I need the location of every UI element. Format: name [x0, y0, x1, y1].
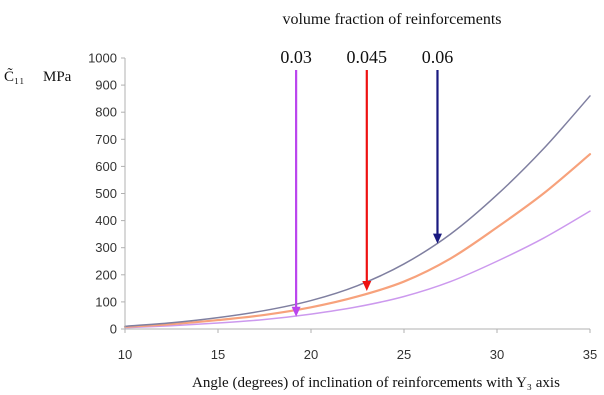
x-axis-label: Angle (degrees) of inclination of reinfo… — [192, 375, 560, 391]
y-tick-label: 700 — [95, 132, 117, 147]
arrow-label: 0.03 — [280, 47, 312, 67]
x-tick-label: 15 — [211, 347, 225, 362]
y-tick-label: 400 — [95, 213, 117, 228]
arrow-head — [362, 281, 372, 292]
y-tick-label: 1000 — [88, 51, 117, 66]
y-axis-label: C̃₁₁ MPa — [4, 68, 72, 85]
series-line-0-045 — [123, 153, 592, 328]
axes: 0 100 200 300 400 500 600 700 800 900 1000 10 15 20 25… — [88, 51, 597, 363]
series-layer — [123, 95, 592, 329]
y-tick-label: 600 — [95, 159, 117, 174]
arrow-0-06: 0.06 — [422, 47, 454, 244]
y-tick-label: 100 — [95, 294, 117, 309]
x-tick-label: 30 — [490, 347, 504, 362]
y-tick-label: 0 — [110, 322, 117, 337]
y-axis-symbol: C̃₁₁ — [4, 68, 24, 85]
y-tick-label: 200 — [95, 267, 117, 282]
x-tick-label: 10 — [118, 347, 132, 362]
arrow-0-045: 0.045 — [347, 47, 388, 292]
series-line-0-03 — [124, 210, 591, 329]
y-tick-label: 500 — [95, 186, 117, 201]
y-axis-unit: MPa — [43, 69, 72, 85]
arrow-head — [432, 233, 442, 244]
x-tick-label: 25 — [397, 347, 411, 362]
y-tick-label: 800 — [95, 105, 117, 120]
y-tick-label: 900 — [95, 78, 117, 93]
series-line-0-06 — [124, 95, 591, 328]
x-tick-label: 35 — [583, 347, 597, 362]
y-tick-label: 300 — [95, 240, 117, 255]
arrow-label: 0.045 — [347, 47, 388, 67]
arrow-0-03: 0.03 — [280, 47, 312, 317]
chart-title: volume fraction of reinforcements — [282, 11, 501, 28]
annotations: 0.03 0.045 0.06 — [280, 47, 453, 317]
x-tick-label: 20 — [304, 347, 318, 362]
arrow-head — [291, 306, 301, 317]
arrow-label: 0.06 — [422, 47, 454, 67]
